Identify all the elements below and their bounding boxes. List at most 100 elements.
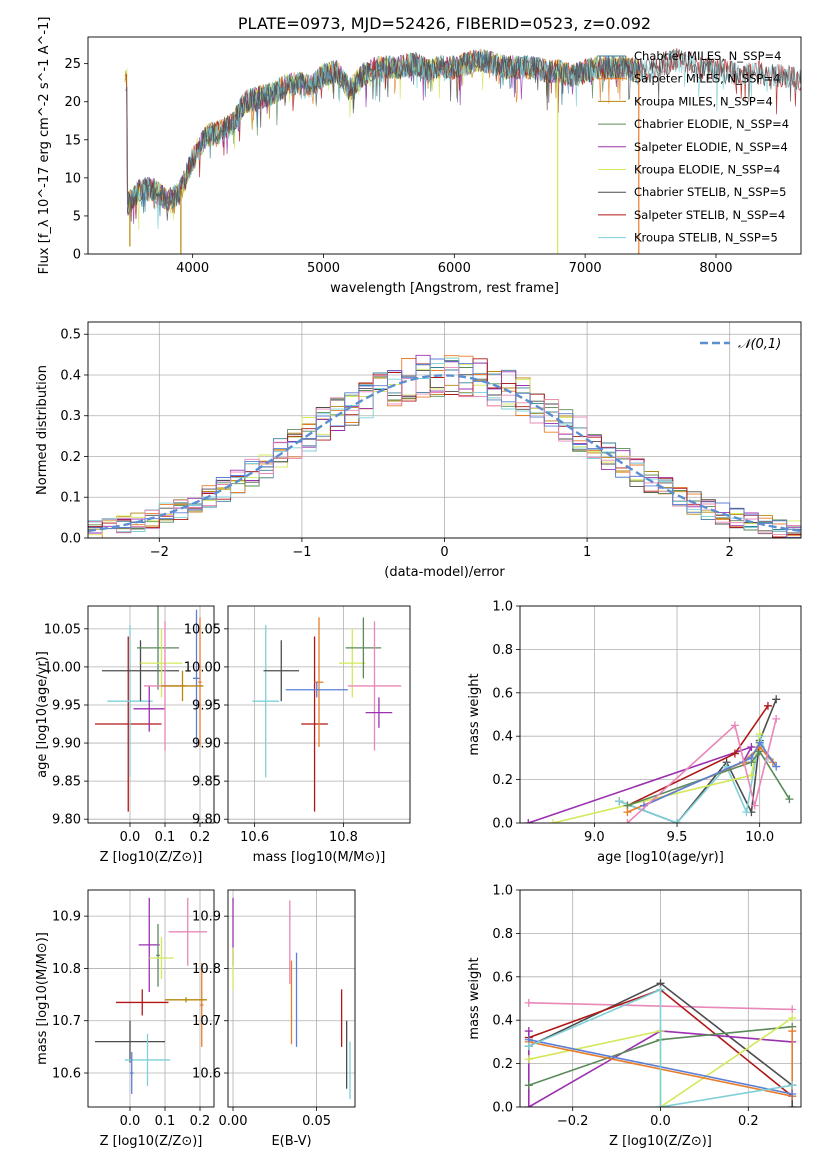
x-tick-label: −0.2 bbox=[557, 1114, 589, 1129]
weight-marker bbox=[788, 1103, 797, 1107]
weight-marker bbox=[549, 819, 558, 823]
weight-line bbox=[528, 988, 793, 1107]
ticks: 0.0 0.1 0.2 9.80 9.85 9.90 9.95 10.00 10.05 bbox=[44, 622, 211, 845]
y-tick-label: 9.80 bbox=[192, 813, 221, 828]
mass_vs_ebv-panel: 0.00 0.05 10.6 10.7 10.8 10.9 E(B-V) bbox=[192, 889, 356, 1149]
weight-marker bbox=[755, 730, 764, 739]
weight-marker bbox=[772, 695, 781, 704]
weight-marker bbox=[524, 1042, 533, 1051]
y-tick-label: 9.95 bbox=[52, 698, 81, 713]
age_vs_mass-points bbox=[252, 617, 402, 812]
age_vs_Z-points bbox=[95, 606, 204, 812]
y-tick-label: 10.6 bbox=[52, 1067, 81, 1082]
x-tick-label: 0.0 bbox=[120, 830, 141, 845]
weight-line bbox=[626, 718, 777, 823]
ticks: 0.0 0.1 0.2 10.6 10.7 10.8 10.9 bbox=[52, 910, 210, 1129]
y-tick-label: 0.4 bbox=[60, 368, 81, 383]
weight-line bbox=[627, 749, 791, 807]
y-tick-label: 0.5 bbox=[60, 328, 81, 343]
legend-label: Salpeter MILES, N_SSP=4 bbox=[634, 72, 780, 86]
x-axis-label: mass [log10(M/M⊙)] bbox=[253, 850, 386, 865]
axes-frame bbox=[87, 605, 215, 824]
x-axis-label: Z [log10(Z/Z⊙)] bbox=[609, 1134, 712, 1149]
legend-label: Chabrier ELODIE, N_SSP=4 bbox=[634, 117, 789, 131]
x-tick-label: −1 bbox=[292, 545, 311, 560]
age_vs_Z-panel: 0.0 0.1 0.2 9.80 9.85 9.90 9.95 10.00 10.05 Z [lo… bbox=[35, 605, 215, 865]
y-tick-label: 0.0 bbox=[492, 1101, 513, 1116]
x-tick-label: 4000 bbox=[176, 261, 209, 276]
x-tick-label: 0.05 bbox=[302, 1114, 331, 1129]
x-tick-label: 6000 bbox=[438, 261, 471, 276]
x-tick-label: 0 bbox=[440, 545, 448, 560]
y-tick-label: 9.90 bbox=[52, 737, 81, 752]
histogram-panel: −2 −1 0 1 2 0.0 0.1 0.2 0.3 0.4 0.5 (data-model)/er… bbox=[35, 321, 802, 580]
weight-marker bbox=[772, 762, 781, 771]
y-tick-label: 10.05 bbox=[44, 622, 81, 637]
y-tick-label: 9.95 bbox=[192, 698, 221, 713]
x-axis-label: E(B-V) bbox=[271, 1134, 311, 1149]
ticks: 4000 5000 6000 7000 8000 0 5 10 15 20 25 bbox=[64, 57, 732, 276]
ticks: −2 −1 0 1 2 0.0 0.1 0.2 0.3 0.4 0.5 bbox=[60, 328, 734, 560]
mass_vs_ebv-points bbox=[232, 897, 351, 1100]
weight-line bbox=[618, 733, 769, 823]
legend-label: Salpeter ELODIE, N_SSP=4 bbox=[634, 140, 788, 154]
y-tick-label: 9.80 bbox=[52, 813, 81, 828]
weight-marker bbox=[524, 1055, 533, 1064]
spectrum-title: PLATE=0973, MJD=52426, FIBERID=0523, z=0… bbox=[238, 14, 651, 33]
x-tick-label: 2 bbox=[726, 545, 734, 560]
x-tick-label: 10.6 bbox=[240, 830, 269, 845]
weight-marker bbox=[785, 795, 794, 804]
weight-marker bbox=[747, 753, 756, 762]
x-axis-label: wavelength [Angstrom, rest frame] bbox=[330, 281, 559, 296]
histogram-steps bbox=[88, 367, 801, 536]
ticks: 9.0 9.5 10.0 0.0 0.2 0.4 0.6 0.8 1.0 bbox=[492, 600, 774, 846]
y-axis-label: Normed distribution bbox=[35, 365, 50, 495]
mass_vs_Z-points bbox=[95, 897, 207, 1094]
weight-marker bbox=[524, 1103, 533, 1107]
weight_vs_Z-lines bbox=[524, 979, 797, 1107]
weight_vs_age-lines bbox=[524, 695, 794, 823]
weight-marker bbox=[615, 797, 624, 806]
legend-label: Kroupa STELIB, N_SSP=5 bbox=[634, 231, 778, 245]
weight-marker bbox=[747, 743, 756, 752]
y-tick-label: 0.2 bbox=[60, 450, 81, 465]
x-tick-label: 1 bbox=[583, 545, 591, 560]
y-tick-label: 0.6 bbox=[492, 686, 513, 701]
weight-marker bbox=[755, 738, 764, 747]
axes-frame bbox=[87, 36, 802, 255]
axes-frame bbox=[519, 605, 802, 824]
weight-marker bbox=[772, 714, 781, 723]
y-tick-label: 10 bbox=[64, 171, 81, 186]
axes-frame bbox=[519, 889, 802, 1108]
ticks: −0.2 0.0 0.2 0.0 0.2 0.4 0.6 0.8 1.0 bbox=[492, 884, 758, 1130]
ticks: 10.6 10.8 9.80 9.85 9.90 9.95 10.00 10.05 bbox=[184, 622, 358, 845]
x-axis-label: (data-model)/error bbox=[384, 565, 505, 580]
legend-label: 𝒩(0,1) bbox=[738, 337, 781, 352]
y-axis-label: mass weight bbox=[467, 957, 482, 1039]
y-tick-label: 0.0 bbox=[60, 532, 81, 547]
y-tick-label: 9.85 bbox=[52, 775, 81, 790]
weight-marker bbox=[730, 721, 739, 730]
y-axis-label: mass weight bbox=[467, 673, 482, 755]
mass_vs_Z-panel: 0.0 0.1 0.2 10.6 10.7 10.8 10.9 Z [log10(Z/Z⊙)]… bbox=[35, 889, 215, 1149]
y-tick-label: 0.1 bbox=[60, 491, 81, 506]
y-tick-label: 10.9 bbox=[192, 910, 221, 925]
weight-marker bbox=[656, 1103, 665, 1107]
y-tick-label: 25 bbox=[64, 57, 81, 72]
y-tick-label: 0.8 bbox=[492, 643, 513, 658]
x-axis-label: Z [log10(Z/Z⊙)] bbox=[100, 1134, 203, 1149]
weight-marker bbox=[623, 819, 632, 823]
y-tick-label: 20 bbox=[64, 95, 81, 110]
weight-marker bbox=[656, 985, 665, 994]
weight-marker bbox=[742, 808, 751, 817]
x-tick-label: 10.8 bbox=[329, 830, 358, 845]
weight-marker bbox=[524, 1081, 533, 1090]
y-tick-label: 1.0 bbox=[492, 600, 513, 615]
axes-frame bbox=[227, 889, 356, 1108]
spectrum-legend: Chabrier MILES, N_SSP=4 Salpeter MILES, N… bbox=[598, 49, 789, 245]
weight-marker bbox=[730, 749, 739, 758]
y-tick-label: 10.8 bbox=[52, 962, 81, 977]
y-tick-label: 0.2 bbox=[492, 773, 513, 788]
axes-frame bbox=[227, 605, 411, 824]
